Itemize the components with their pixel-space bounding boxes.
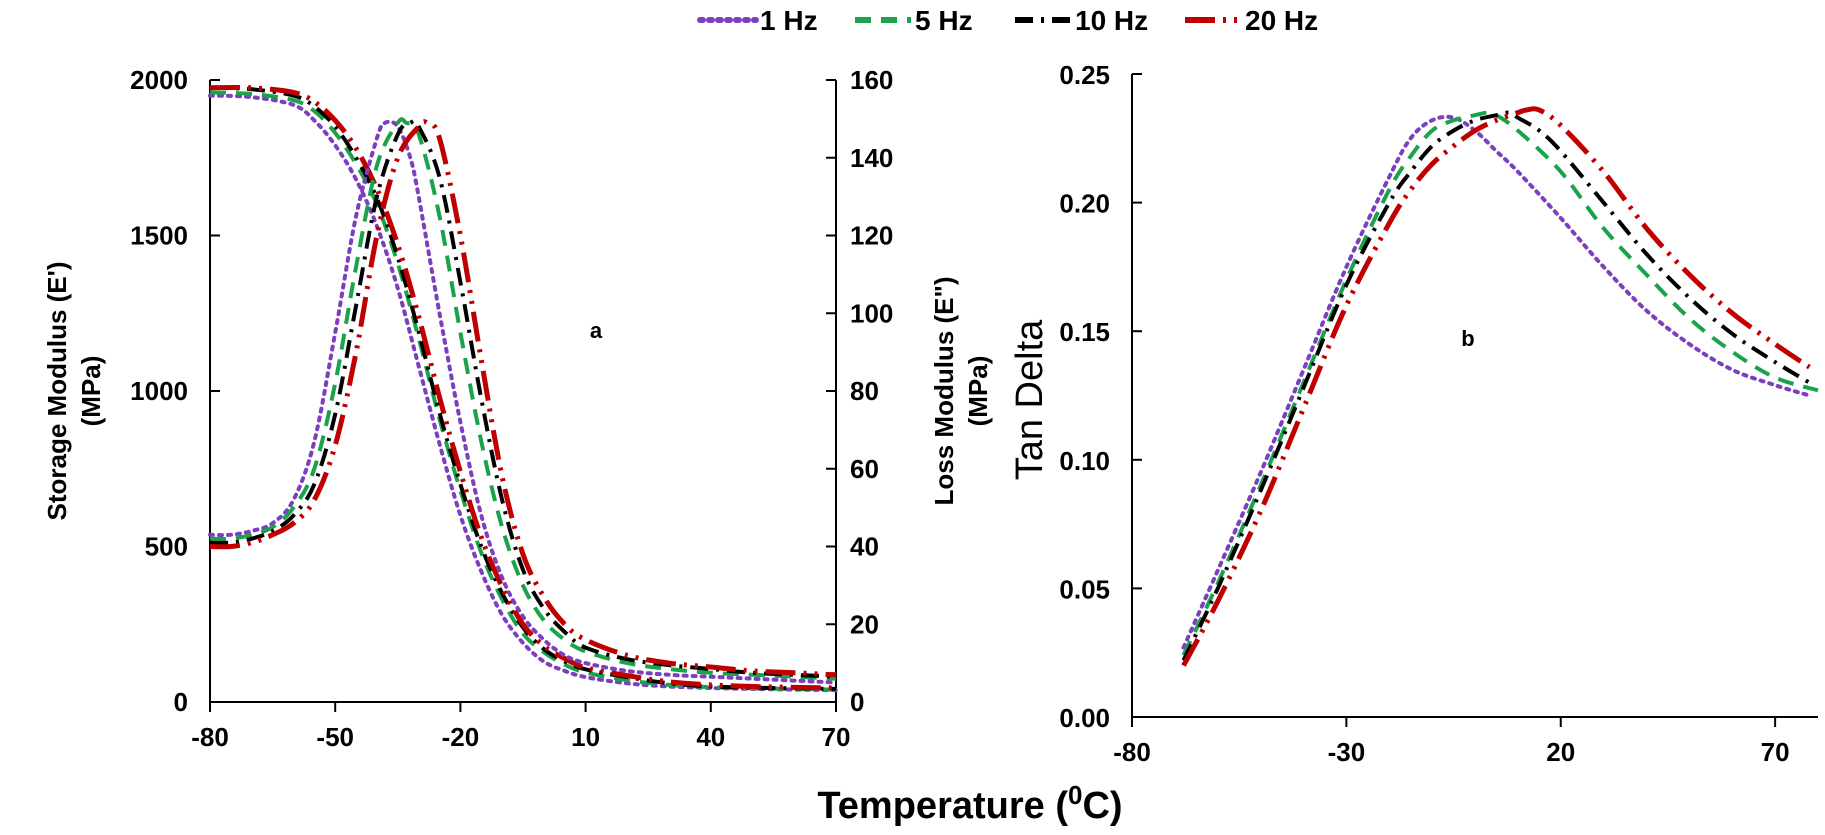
tan-delta-line-10-hz [1181, 110, 1811, 662]
panel-a-left-tick-label: 1000 [130, 376, 188, 406]
loss-modulus-axis-title: Loss Modulus (E") (MPa) [929, 277, 993, 506]
panel-a-curves [208, 84, 838, 693]
loss-modulus-line-1-hz [208, 119, 838, 685]
legend-label-10-hz: 10 Hz [1075, 5, 1148, 36]
panel-a-right-tick-label: 60 [850, 454, 879, 484]
panel-a-right-tick-label: 40 [850, 532, 879, 562]
storage-modulus-line-5-hz [209, 90, 837, 692]
panel-b-x-tick-label: -80 [1113, 737, 1151, 767]
x-axis-title-end: C) [1082, 785, 1122, 827]
x-axis-title-main: Temperature ( [817, 785, 1068, 827]
panel-a-right-tick-label: 160 [850, 65, 893, 95]
legend: 1 Hz 5 Hz 10 Hz 20 Hz [697, 5, 1318, 36]
panel-b-y-tick-label: 0.25 [1059, 60, 1110, 90]
panel-b-y-tick-label: 0.20 [1059, 189, 1110, 219]
panel-a-x-tick-label: -20 [442, 722, 480, 752]
svg-text:(MPa): (MPa) [76, 356, 106, 427]
panel-a-x-tick-label: -80 [191, 722, 229, 752]
panel-a-x-tick-label: 10 [571, 722, 600, 752]
panel-b-label: b [1461, 326, 1474, 351]
loss-modulus-line-5-hz [209, 117, 837, 681]
panel-b-ticks: -80 -30 20 70 0.00 0.05 0.10 0.15 0.20 0.25 [1059, 60, 1789, 767]
panel-b-y-tick-label: 0.05 [1059, 574, 1110, 604]
x-axis-title: Temperature (0C) [817, 780, 1122, 827]
svg-text:(MPa): (MPa) [963, 356, 993, 427]
panel-a-left-tick-label: 500 [145, 532, 188, 562]
tan-delta-line-1-hz [1181, 114, 1812, 650]
svg-text:Storage Modulus (E'): Storage Modulus (E') [42, 262, 72, 521]
panel-a-right-tick-label: 140 [850, 143, 893, 173]
panel-b-y-tick-label: 0.00 [1059, 703, 1110, 733]
panel-b-x-tick-label: 70 [1761, 737, 1790, 767]
legend-label-5-hz: 5 Hz [915, 5, 973, 36]
legend-label-1-hz: 1 Hz [760, 5, 818, 36]
panel-b-curves [1181, 106, 1819, 667]
panel-a-x-tick-label: 40 [696, 722, 725, 752]
panel-a-ticks: -80 -50 -20 10 40 70 0 500 1000 1500 2000 0 20 40 60 80… [130, 65, 893, 752]
panel-a-right-tick-label: 0 [850, 687, 864, 717]
tan-delta-axis-title: Tan Delta [1009, 319, 1051, 480]
tan-delta-line-20-hz [1181, 106, 1811, 667]
panel-a-right-tick-label: 120 [850, 221, 893, 251]
panel-a-right-tick-label: 100 [850, 298, 893, 328]
storage-modulus-line-1-hz [208, 93, 838, 693]
storage-modulus-axis-title: Storage Modulus (E') (MPa) [42, 262, 106, 521]
storage-modulus-line-20-hz [209, 84, 837, 691]
svg-text:Loss Modulus (E"): Loss Modulus (E") [929, 277, 959, 506]
tan-delta-line-5-hz [1181, 110, 1819, 657]
panel-b-y-tick-label: 0.10 [1059, 446, 1110, 476]
storage-modulus-line-10-hz [209, 85, 837, 691]
loss-modulus-line-10-hz [209, 118, 837, 679]
panel-a-x-tick-label: -50 [316, 722, 354, 752]
panel-a-left-tick-label: 1500 [130, 221, 188, 251]
panel-a-right-tick-label: 20 [850, 609, 879, 639]
loss-modulus-line-20-hz [209, 119, 837, 678]
panel-a: -80 -50 -20 10 40 70 0 500 1000 1500 2000 0 20 40 60 80… [42, 65, 993, 752]
legend-label-20-hz: 20 Hz [1245, 5, 1318, 36]
panel-b-x-tick-label: -30 [1328, 737, 1366, 767]
panel-a-right-tick-label: 80 [850, 376, 879, 406]
panel-b-x-tick-label: 20 [1546, 737, 1575, 767]
panel-b-y-tick-label: 0.15 [1059, 317, 1110, 347]
panel-b: -80 -30 20 70 0.00 0.05 0.10 0.15 0.20 0.25 b Tan… [1009, 60, 1819, 767]
panel-a-left-tick-label: 2000 [130, 65, 188, 95]
panel-a-left-tick-label: 0 [174, 687, 188, 717]
x-axis-title-superscript: 0 [1068, 780, 1082, 810]
panel-a-x-tick-label: 70 [822, 722, 851, 752]
panel-a-label: a [590, 318, 603, 343]
